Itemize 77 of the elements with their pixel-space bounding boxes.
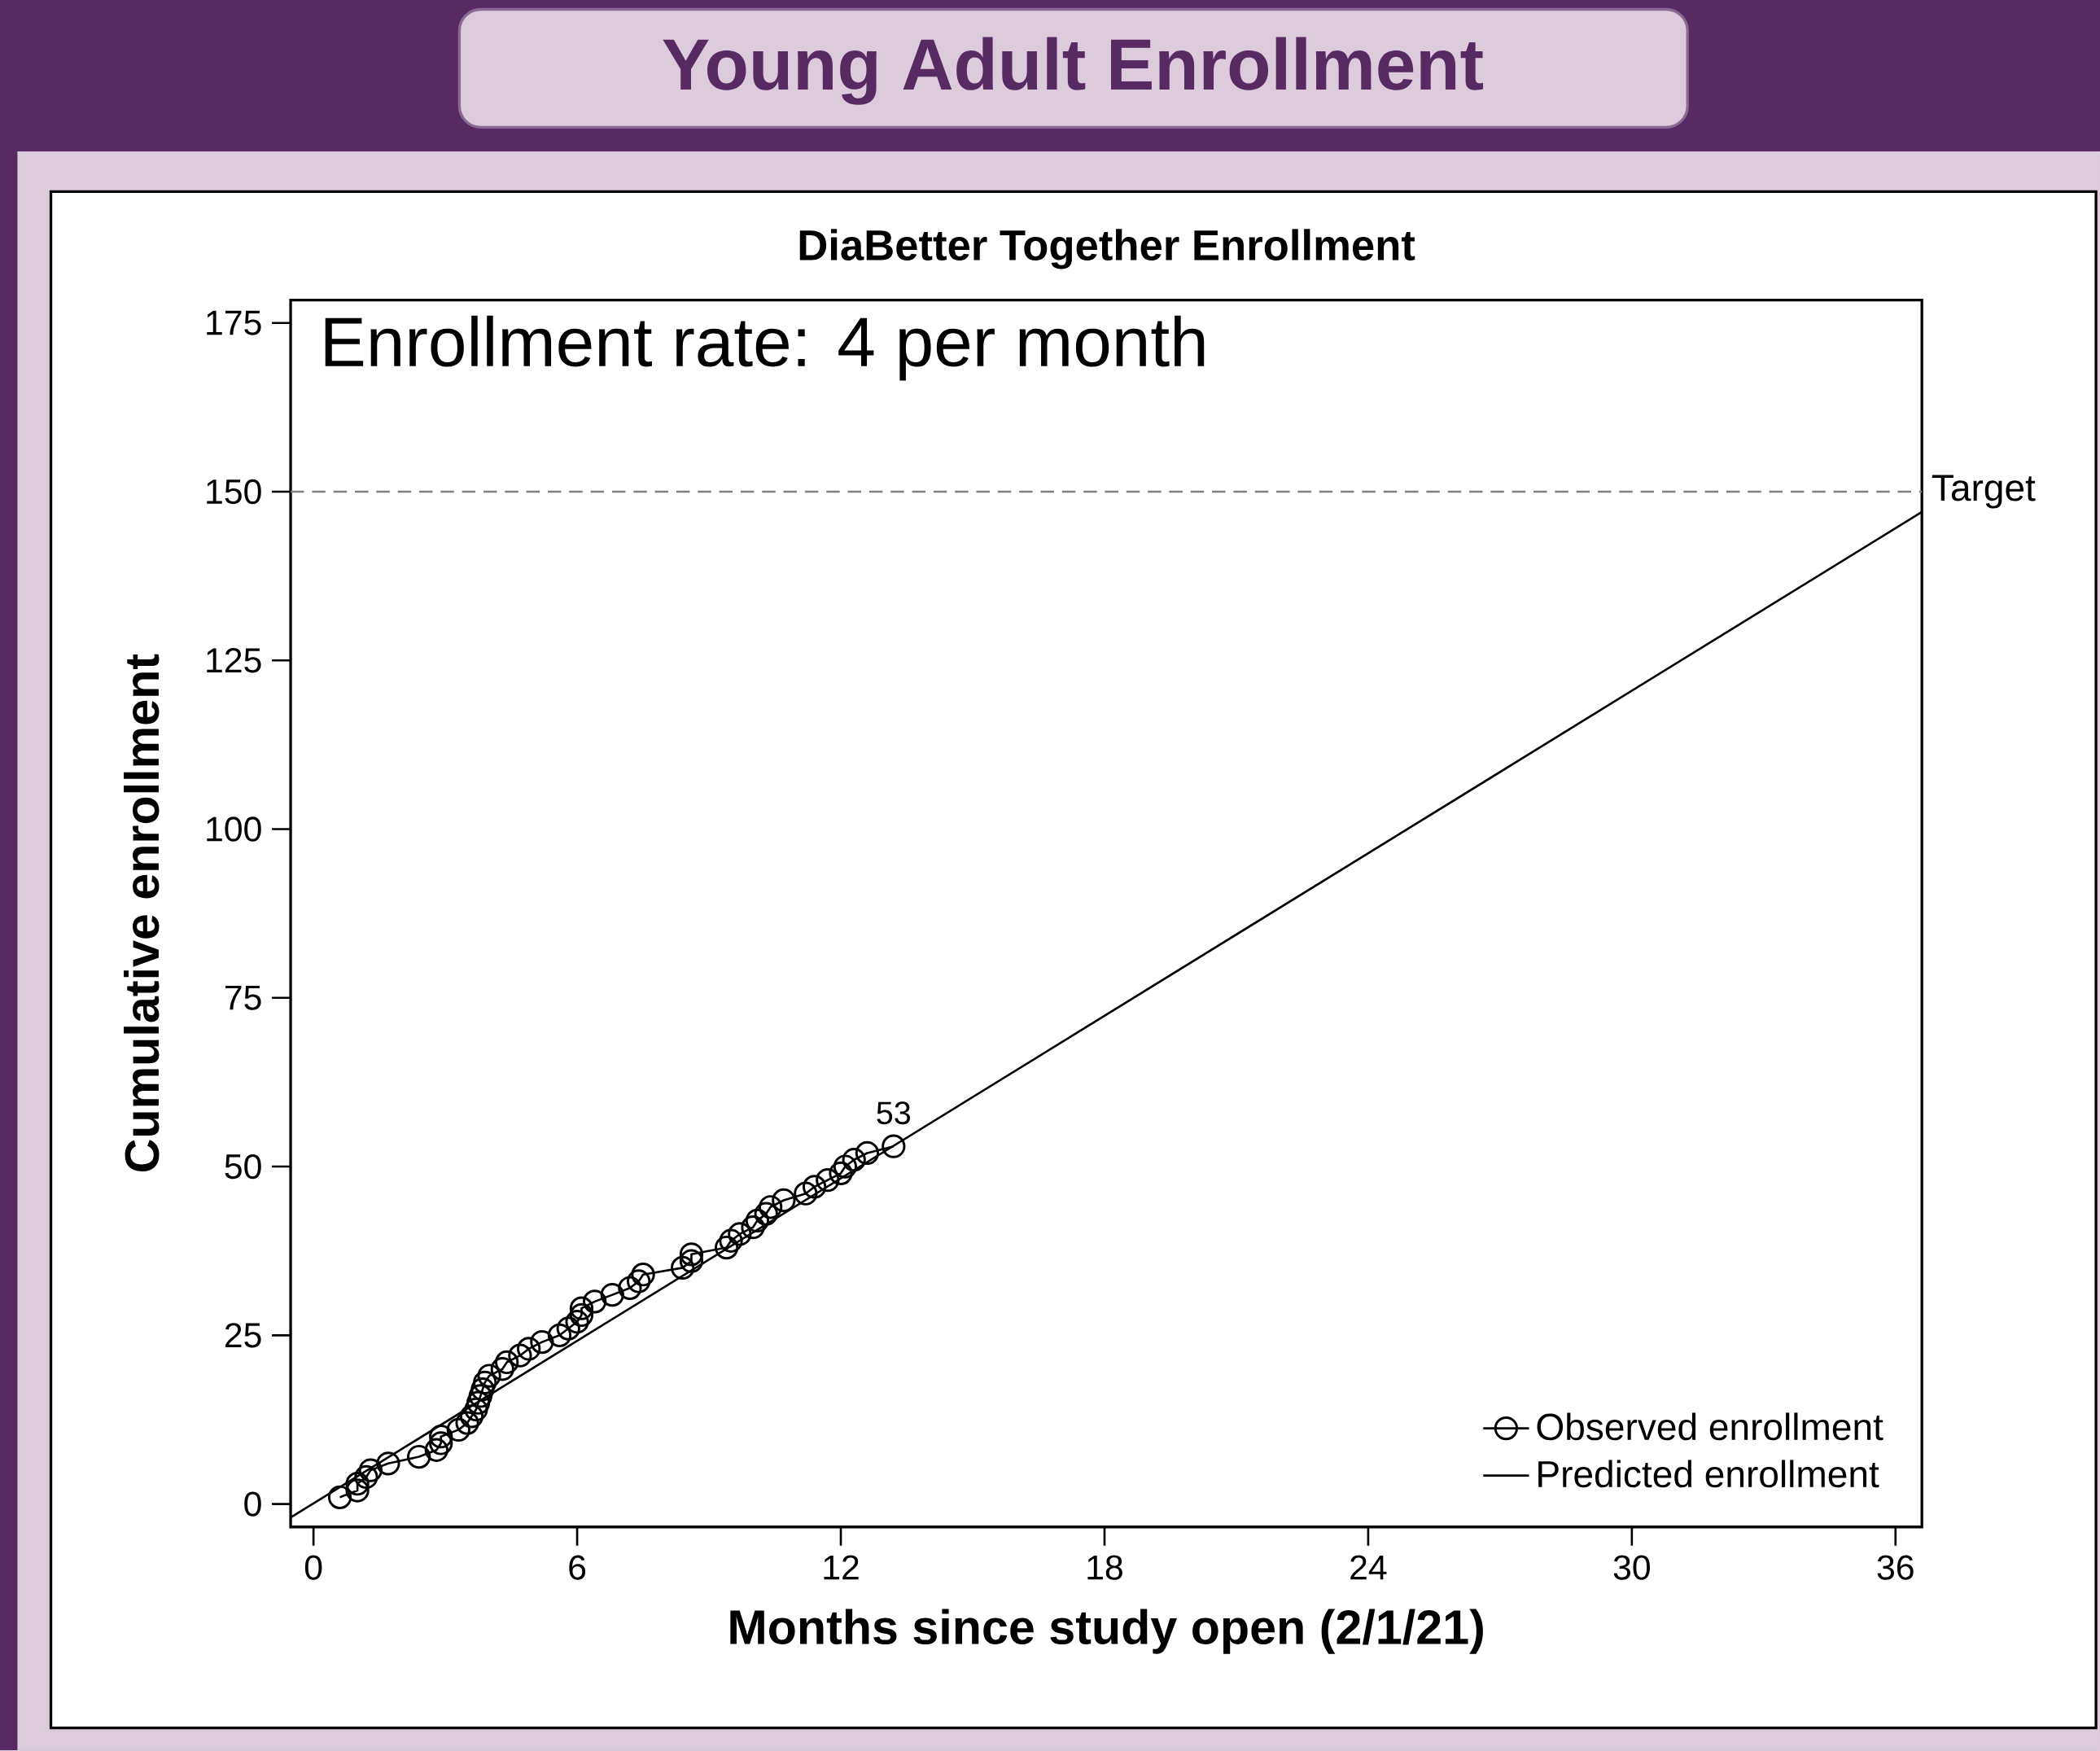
point [424,1438,448,1463]
point [679,1249,704,1273]
point [569,1296,594,1321]
point [772,1188,796,1213]
point [455,1411,479,1435]
point [719,1228,743,1254]
point [600,1283,624,1307]
point [468,1384,492,1408]
point [728,1222,752,1246]
point [358,1458,383,1482]
point [429,1431,453,1456]
y-tick-label: 50 [225,1154,261,1180]
y-tick-label: 100 [207,816,261,842]
legend-label: Observed enrollment [1537,1412,1883,1441]
point [679,1242,704,1267]
y-tick-label: 0 [244,1491,261,1517]
legend-label: Predicted enrollment [1538,1460,1879,1488]
point [802,1175,827,1199]
point [842,1148,866,1172]
point [517,1337,541,1361]
point [556,1316,580,1341]
point [459,1404,484,1429]
y-axis-title: Cumulative enrollment [124,654,160,1172]
point [565,1310,589,1334]
point [569,1303,594,1328]
point [354,1464,378,1490]
point [547,1323,572,1348]
x-tick-label: 36 [1877,1555,1914,1580]
x-tick-label: 18 [1087,1555,1122,1580]
x-tick-label: 6 [569,1555,586,1580]
point [327,1485,352,1510]
point [345,1478,370,1503]
x-tick-label: 12 [824,1555,859,1580]
chart-subtitle: DiaBetter Together Enrollment [799,229,1415,269]
point [530,1330,554,1355]
y-tick-label: 125 [207,648,261,673]
point [754,1202,778,1226]
point [470,1377,495,1402]
point [627,1269,651,1294]
annotation: Enrollment rate: 4 per month [325,315,1205,381]
point [407,1445,431,1469]
point [446,1417,470,1442]
x-axis-title: Months since study open (2/1/21) [730,1609,1483,1654]
point [741,1215,765,1240]
point [495,1350,519,1375]
y-tick-label: 175 [207,311,261,335]
x-tick-label: 24 [1350,1555,1387,1580]
y-tick-label: 150 [207,479,261,505]
point [631,1263,655,1287]
point [794,1181,818,1206]
point [473,1370,497,1395]
y-tick-label: 25 [225,1323,261,1348]
x-tick-label: 0 [304,1555,322,1580]
point [745,1208,770,1233]
point [466,1390,491,1416]
x-tick-label: 30 [1613,1555,1650,1580]
chart-title: Young Adult Enrollment [663,37,1484,106]
point [477,1364,501,1388]
point [508,1343,532,1368]
point [618,1276,642,1301]
point [833,1154,858,1179]
point [464,1398,488,1422]
point [816,1168,840,1193]
ref-line-label: Target [1932,475,2036,509]
point [671,1255,695,1280]
annotation: 53 [877,1101,911,1125]
point [882,1134,906,1159]
point [715,1236,739,1260]
point [376,1451,400,1476]
point [490,1357,514,1381]
point [855,1141,880,1166]
point [829,1161,853,1186]
y-tick-label: 75 [225,986,261,1010]
point [758,1195,783,1219]
point [583,1289,607,1314]
point [345,1472,370,1496]
point [429,1425,453,1449]
